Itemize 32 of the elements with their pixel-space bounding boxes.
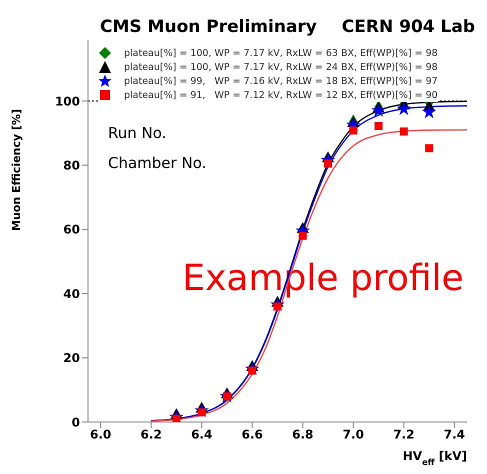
y-tick-label: 60 (63, 222, 80, 237)
chart-title: CMS Muon Preliminary (100, 17, 317, 37)
point (349, 126, 358, 135)
x-tick-label: 6.4 (191, 428, 212, 442)
point (425, 144, 434, 152)
point (400, 127, 408, 136)
x-tick-label: 7.4 (444, 428, 465, 442)
point (298, 232, 307, 240)
point (422, 104, 436, 118)
point (371, 103, 386, 117)
x-axis-title: HV$_{eff}$ [kV] (402, 449, 467, 467)
annotation: Run No. (108, 124, 166, 142)
x-tick-label: 7.0 (342, 428, 364, 442)
y-tick-label: 0 (72, 415, 80, 430)
y-tick-label: 100 (54, 94, 80, 108)
annotation: Chamber No. (108, 154, 206, 172)
x-tick-label: 6.2 (140, 428, 162, 442)
x-tick-label: 6.6 (242, 428, 263, 442)
y-tick-label: 40 (63, 286, 80, 301)
x-tick-label: 7.2 (393, 428, 414, 442)
legend-label: plateau[%] = 100, WP = 7.17 kV, RxLW = 24 BX, Eff(WP)[%] = 98 (124, 62, 438, 72)
legend-label: plateau[%] = 100, WP = 7.17 kV, RxLW = 63 BX, Eff(WP)[%] = 98 (124, 48, 438, 58)
point (374, 122, 383, 130)
text: CERN 904 Lab (342, 17, 475, 37)
legend-label: plateau[%] = 99, WP = 7.16 kV, RxLW = 18 BX, Eff(WP)[%] = 97 (124, 76, 438, 86)
x-tick-label: 6.8 (292, 428, 314, 442)
point (396, 101, 412, 116)
y-axis-title: Muon Efficiency [%] (10, 109, 23, 231)
x-tick-label: 6.0 (90, 428, 112, 442)
y-tick-label: 20 (63, 351, 80, 366)
legend-label: plateau[%] = 91, WP = 7.12 kV, RxLW = 12 BX, Eff(WP)[%] = 90 (124, 90, 438, 100)
y-tick-label: 80 (63, 158, 80, 172)
